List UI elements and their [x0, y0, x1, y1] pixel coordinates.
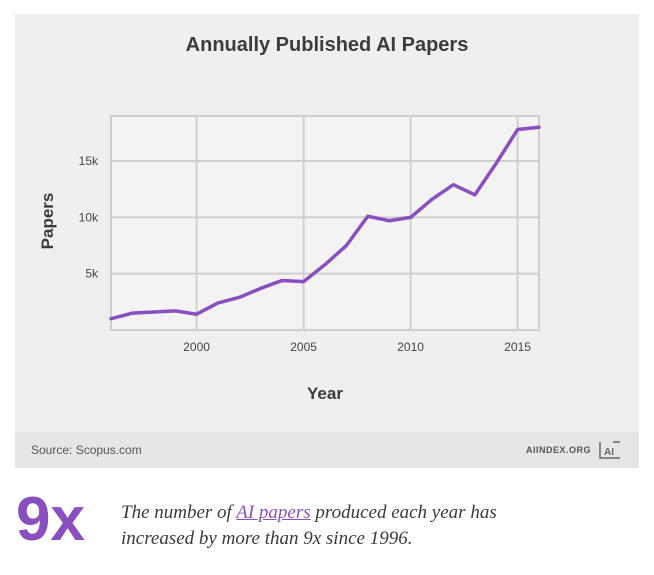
- highlight-number: 9x: [16, 485, 85, 554]
- x-tick-label: 2005: [290, 340, 317, 354]
- ai-logo-icon[interactable]: AI: [599, 441, 621, 459]
- x-tick-label: 2010: [397, 340, 424, 354]
- x-axis-label: Year: [307, 384, 343, 403]
- series-line: [109, 125, 541, 321]
- chart-title: Annually Published AI Papers: [185, 34, 469, 56]
- caption-text-before: The number of: [121, 502, 237, 523]
- plot-frame: [110, 115, 540, 331]
- chart-card: Annually Published AI Papers 2000 2005 201…: [15, 14, 639, 468]
- line-chart: 2000 2005 2010 2015 5k 10k 15k Year Papers: [38, 115, 541, 403]
- source-label: Source: Scopus.com: [31, 443, 142, 457]
- x-tick-label: 2015: [504, 340, 531, 354]
- y-tick-label: 15k: [79, 154, 99, 168]
- caption-text-after: produced each year has increased by more…: [121, 502, 497, 549]
- chart-footer: Source: Scopus.com AIINDEX.ORG AI: [15, 432, 639, 468]
- y-tick-label: 10k: [79, 210, 99, 224]
- x-tick-label: 2000: [183, 340, 210, 354]
- y-tick-label: 5k: [85, 267, 99, 281]
- highlight-caption: The number of AI papers produced each ye…: [121, 500, 561, 552]
- y-axis-label: Papers: [38, 193, 57, 250]
- chart-area: Annually Published AI Papers 2000 2005 201…: [15, 14, 639, 432]
- brand-label[interactable]: AIINDEX.ORG: [525, 445, 591, 455]
- svg-text:AI: AI: [604, 447, 614, 458]
- ai-papers-link[interactable]: AI papers: [236, 502, 311, 523]
